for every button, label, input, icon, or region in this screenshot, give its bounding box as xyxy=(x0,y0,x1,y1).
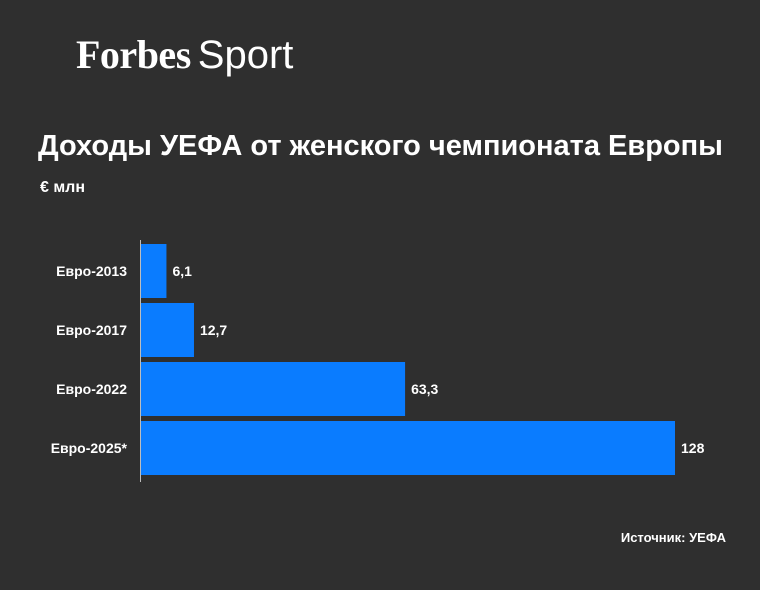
value-label-2: 12,7 xyxy=(200,322,227,338)
category-label-2: Евро-2017 xyxy=(56,322,127,338)
value-label-4: 128 xyxy=(681,440,705,456)
category-label-3: Евро-2022 xyxy=(56,381,127,397)
value-label-3: 63,3 xyxy=(411,381,438,397)
forbes-sport-logo: Forbes Sport xyxy=(76,32,293,78)
category-label-4: Евро-2025* xyxy=(51,440,128,456)
bar-4 xyxy=(141,421,675,475)
bar-3 xyxy=(141,362,406,416)
value-label-1: 6,1 xyxy=(172,263,192,279)
logo-section: Sport xyxy=(197,33,294,77)
chart-title: Доходы УЕФА от женского чемпионата Европ… xyxy=(38,130,723,162)
bar-chart: Евро-2013 6,1 Евро-2017 12,7 Евро-2022 63,3 Ев… xyxy=(51,240,705,482)
source-note: Источник: УЕФА xyxy=(620,530,726,545)
logo-brand: Forbes xyxy=(76,32,191,77)
bar-1 xyxy=(141,244,167,298)
chart-unit: € млн xyxy=(40,179,86,196)
category-label-1: Евро-2013 xyxy=(56,263,127,279)
bar-2 xyxy=(141,303,194,357)
